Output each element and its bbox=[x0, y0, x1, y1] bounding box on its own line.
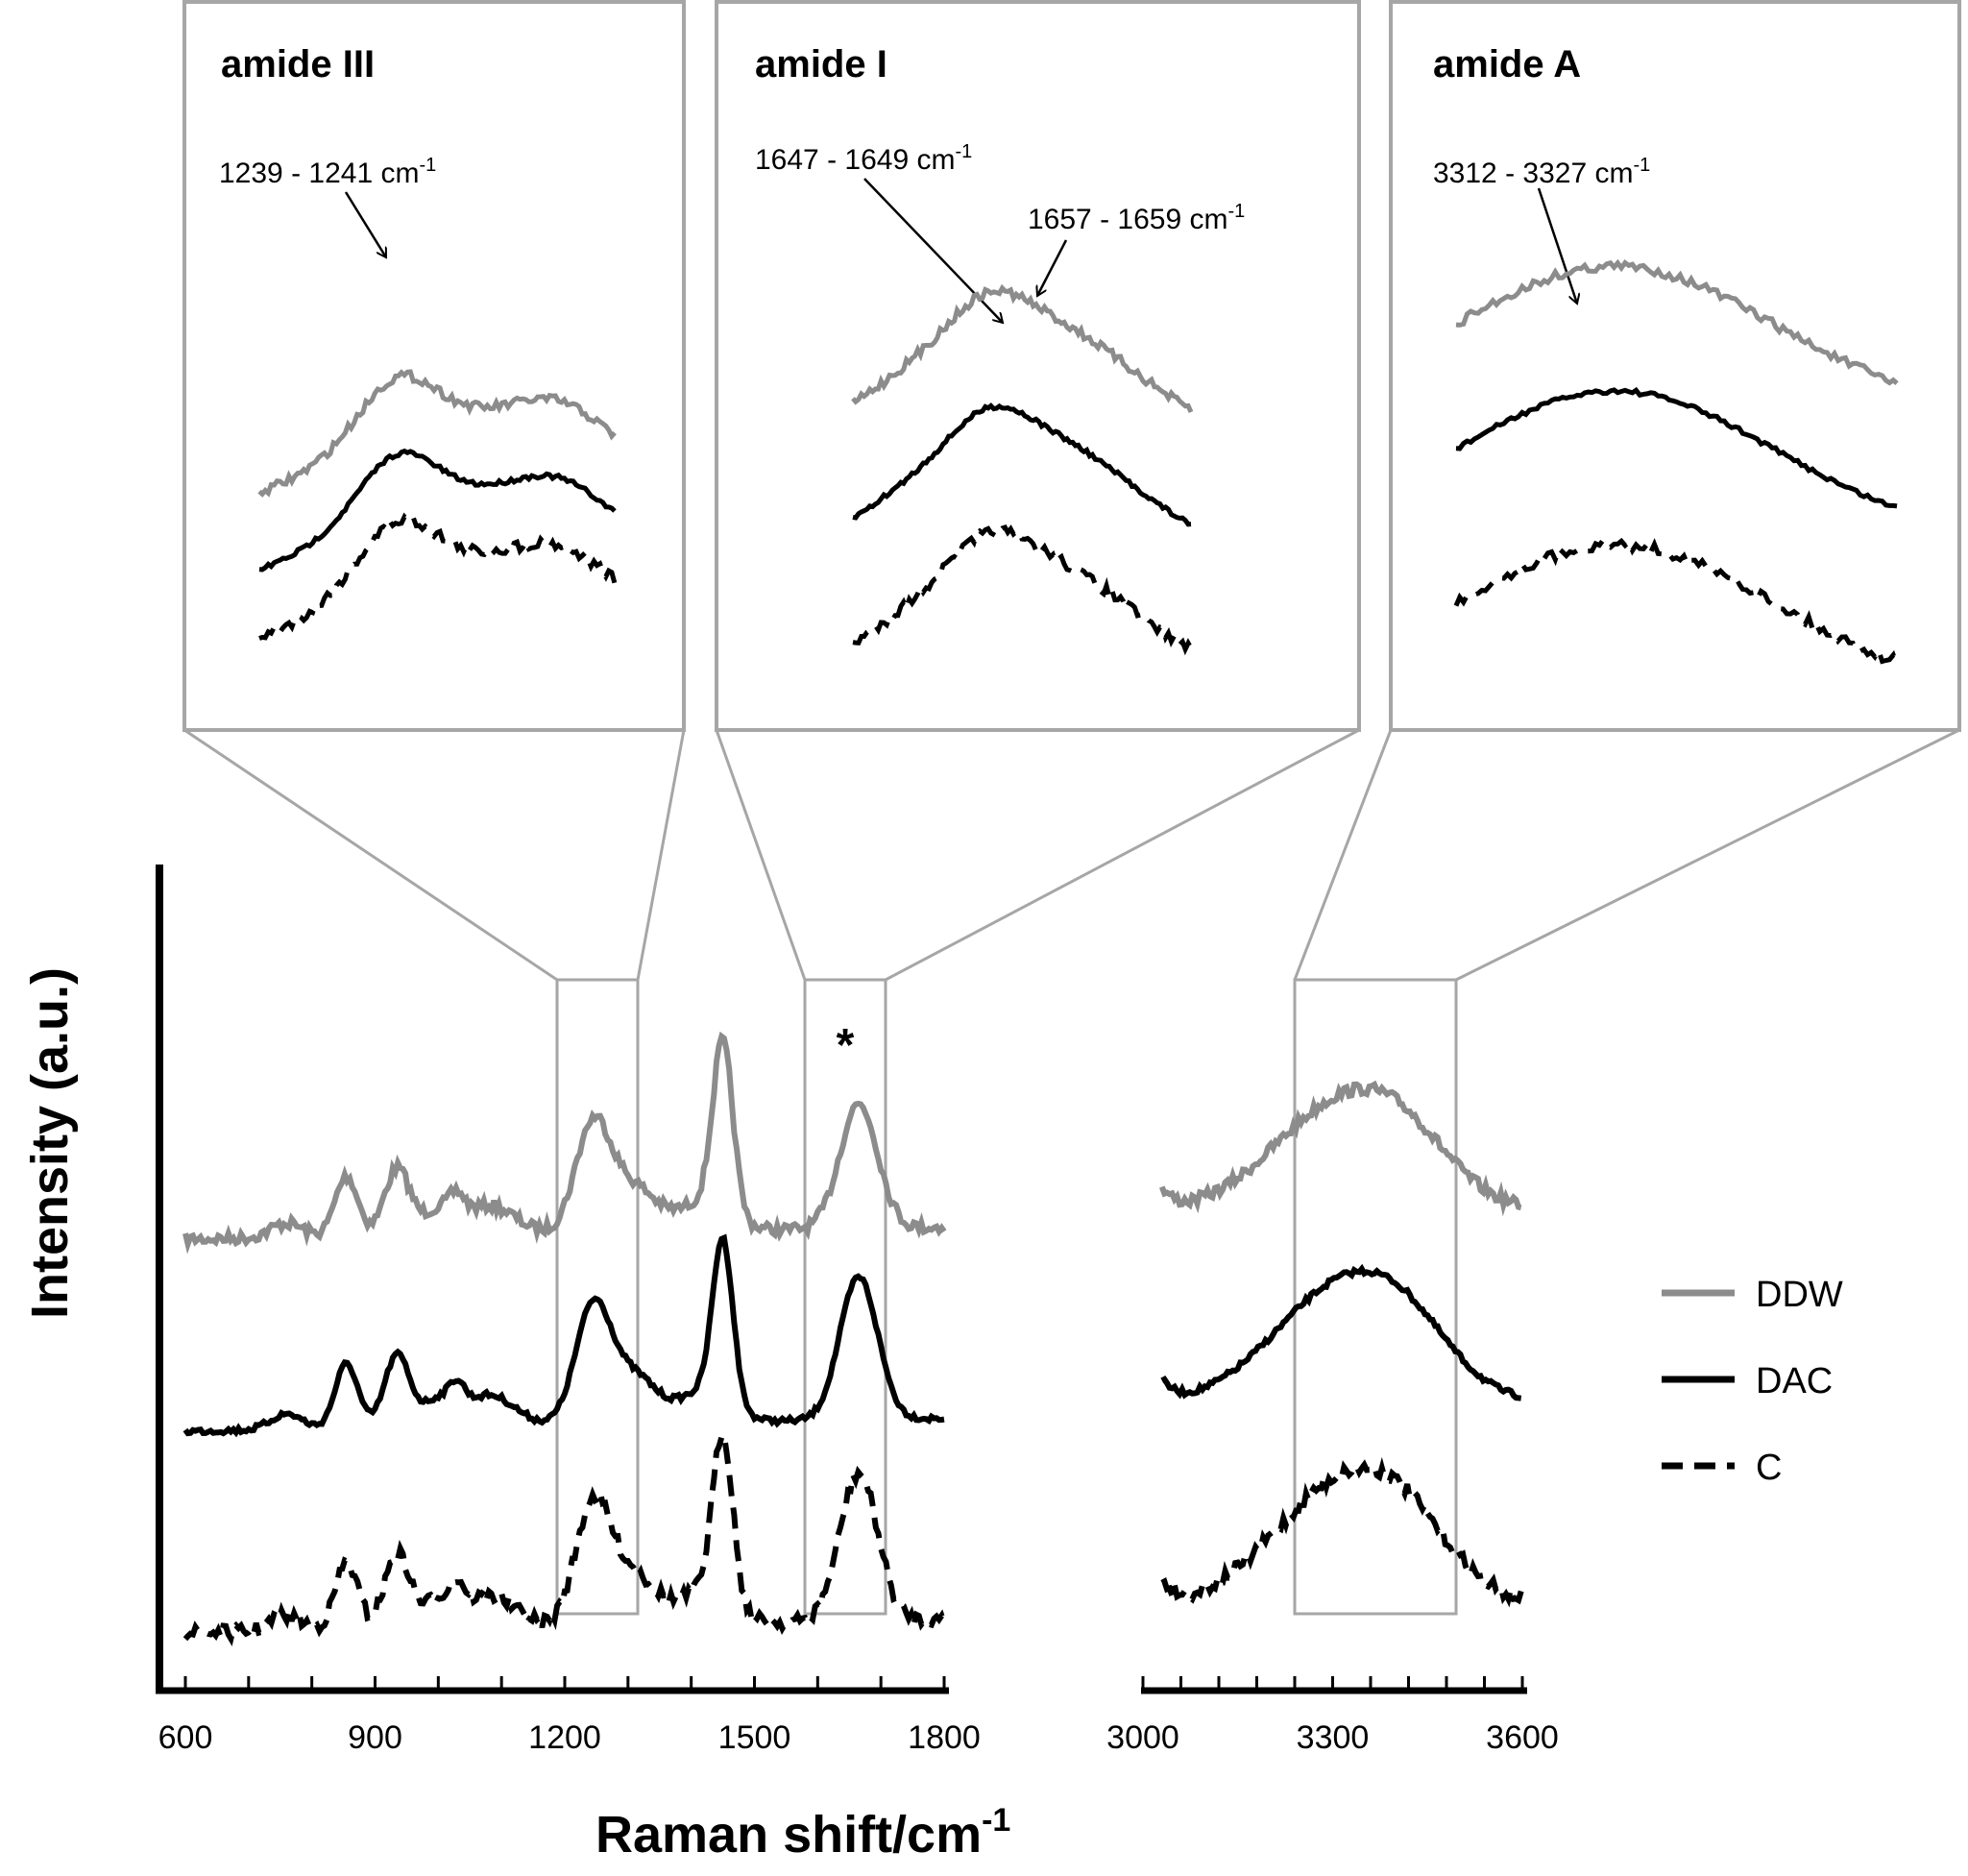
x-tick-label: 3600 bbox=[1486, 1719, 1559, 1756]
peak-label-amide-a-sup: -1 bbox=[1633, 155, 1650, 176]
x-ticks-left: 600 900 1200 1500 1800 bbox=[158, 1676, 981, 1756]
peak-arrow-amide-i-2 bbox=[1037, 239, 1068, 296]
connector-amide-a-right bbox=[1455, 728, 1960, 982]
inset-amide-a-c bbox=[1453, 536, 1900, 667]
inset-amide-i-ddw bbox=[851, 283, 1194, 414]
peak-label-amide-i-1: 1647 - 1649 cm-1 bbox=[755, 141, 972, 176]
region-box-amide-i bbox=[803, 978, 887, 1616]
inset-amide-iii-ddw bbox=[257, 369, 617, 498]
x-tick-label: 600 bbox=[158, 1719, 213, 1756]
inset-amide-a-ddw bbox=[1455, 258, 1899, 386]
connector-amide-a-left bbox=[1293, 729, 1393, 981]
x-tick-label: 3300 bbox=[1297, 1719, 1370, 1756]
inset-spectra bbox=[257, 258, 1900, 667]
peak-label-amide-i-2-sup: -1 bbox=[1227, 201, 1245, 222]
region-box-amide-iii bbox=[555, 978, 640, 1616]
connector-amide-iii-right bbox=[636, 729, 686, 981]
peak-asterisk: * bbox=[837, 1020, 855, 1071]
inset-amide-i-dac bbox=[852, 402, 1192, 527]
inset-amide-a-dac bbox=[1455, 386, 1898, 509]
peak-label-amide-a: 3312 - 3327 cm-1 bbox=[1433, 155, 1650, 189]
peak-label-amide-i-1-sup: -1 bbox=[955, 141, 972, 162]
x-tick-label: 1800 bbox=[908, 1719, 981, 1756]
peak-arrow-amide-i-1 bbox=[863, 178, 1003, 323]
spectrum-dac-left bbox=[182, 1233, 945, 1438]
inset-amide-iii-c bbox=[258, 512, 618, 641]
inset-title-amide-iii: amide III bbox=[221, 43, 375, 85]
x-axis-label-base: Raman shift/cm bbox=[595, 1806, 982, 1864]
peak-label-amide-i-2-base: 1657 - 1659 cm bbox=[1028, 204, 1227, 235]
inset-box-amide-a bbox=[1389, 0, 1961, 732]
peak-label-amide-iii-base: 1239 - 1241 cm bbox=[219, 158, 419, 189]
x-tick-label: 900 bbox=[348, 1719, 402, 1756]
inset-amide-iii-dac bbox=[258, 448, 617, 573]
spectrum-dac-right bbox=[1160, 1263, 1522, 1401]
legend: DDW DAC C bbox=[1662, 1275, 1843, 1488]
peak-label-amide-i-2: 1657 - 1659 cm-1 bbox=[1028, 201, 1245, 235]
spectrum-ddw-right bbox=[1158, 1080, 1522, 1217]
x-tick-label: 1200 bbox=[528, 1719, 601, 1756]
x-axis-label: Raman shift/cm-1 bbox=[595, 1802, 1010, 1864]
legend-label-dac: DAC bbox=[1756, 1361, 1833, 1401]
peak-label-amide-iii: 1239 - 1241 cm-1 bbox=[219, 155, 436, 189]
inset-title-amide-a: amide A bbox=[1433, 43, 1581, 85]
inset-box-amide-i bbox=[715, 0, 1361, 732]
x-axis-label-sup: -1 bbox=[982, 1802, 1010, 1839]
spectrum-c-left bbox=[182, 1429, 947, 1647]
peak-label-amide-iii-sup: -1 bbox=[419, 155, 436, 176]
spectrum-ddw-left bbox=[182, 1031, 947, 1255]
connector-amide-iii-left bbox=[183, 728, 558, 982]
peak-label-amide-a-base: 3312 - 3327 cm bbox=[1433, 158, 1633, 189]
inset-amide-i-c bbox=[852, 524, 1194, 656]
peak-arrow-amide-iii bbox=[344, 191, 388, 257]
legend-label-c: C bbox=[1756, 1448, 1782, 1488]
inset-box-amide-iii bbox=[182, 0, 686, 732]
spectrum-c-right bbox=[1160, 1456, 1524, 1608]
inset-connectors bbox=[183, 728, 1960, 982]
main-spectra bbox=[182, 1031, 1524, 1647]
inset-title-amide-i: amide I bbox=[755, 43, 887, 85]
region-box-amide-a bbox=[1293, 978, 1458, 1616]
x-tick-label: 3000 bbox=[1106, 1719, 1179, 1756]
peak-arrow-amide-a bbox=[1537, 187, 1577, 304]
main-axes: 600 900 1200 1500 1800 3000 3300 3600 bbox=[156, 865, 1559, 1756]
peak-label-amide-i-1-base: 1647 - 1649 cm bbox=[755, 144, 955, 176]
connector-amide-i-right bbox=[885, 728, 1360, 982]
connector-amide-i-left bbox=[715, 729, 807, 981]
x-tick-label: 1500 bbox=[718, 1719, 791, 1756]
y-axis-label: Intensity (a.u.) bbox=[21, 967, 79, 1319]
x-ticks-right: 3000 3300 3600 bbox=[1106, 1676, 1559, 1756]
legend-label-ddw: DDW bbox=[1756, 1275, 1843, 1315]
